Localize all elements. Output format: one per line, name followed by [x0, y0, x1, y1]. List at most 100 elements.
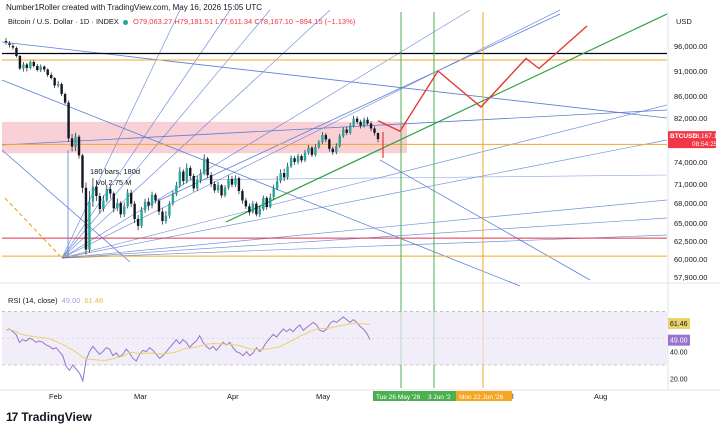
candle [11, 46, 15, 48]
candle [102, 200, 105, 209]
fan-line [61, 9, 181, 259]
price-tick: 57,900.00 [674, 273, 707, 282]
candle [43, 66, 46, 70]
open-value: O79,063.27 [133, 17, 173, 26]
fan-line [61, 9, 471, 259]
candle [74, 136, 77, 147]
countdown-value: 08:54:25 [692, 141, 718, 148]
time-tick: May [316, 392, 330, 401]
descending-line [379, 159, 591, 281]
time-highlight-label: Mon 22 Jun '26 [459, 394, 504, 401]
candle [119, 203, 122, 215]
candle [213, 184, 216, 191]
rsi-title: RSI (14, close) [8, 296, 58, 305]
candle [70, 138, 74, 147]
candle [46, 69, 49, 75]
orange-dashed-line [4, 197, 61, 257]
candle [150, 194, 154, 206]
candle [352, 118, 355, 126]
ascending-line [189, 174, 668, 181]
candle [164, 215, 168, 221]
price-tick: 91,000.00 [674, 67, 707, 76]
candle [220, 185, 223, 196]
candle [157, 200, 161, 212]
candle [112, 193, 115, 209]
time-highlight-green-1 [373, 391, 433, 401]
candle [338, 136, 341, 147]
candle [143, 201, 147, 211]
fan-line [61, 104, 668, 259]
candle [303, 152, 307, 161]
candle [251, 203, 255, 213]
candle [95, 186, 98, 197]
price-tick: 65,000.00 [674, 219, 707, 228]
candle [289, 158, 293, 167]
candle [147, 201, 150, 206]
time-highlight-green-2 [426, 391, 456, 401]
candle [244, 200, 248, 207]
price-tick: 60,000.00 [674, 255, 707, 264]
rsi-tick: 49.00 [670, 338, 688, 345]
candle [324, 135, 328, 140]
candle [154, 194, 157, 201]
candle [189, 167, 192, 176]
high-value: H79,181.51 [174, 17, 214, 26]
candle [15, 48, 18, 56]
candle [307, 147, 310, 153]
candle [185, 167, 188, 182]
candle [22, 64, 25, 69]
candle [161, 211, 164, 221]
candle [196, 179, 199, 189]
candle [345, 129, 348, 133]
close-value: C78,167.10 [254, 17, 294, 26]
candle [4, 41, 8, 42]
chart-canvas[interactable]: 180 bars, 180d Vol 2.75 M USD 96,000.00 91,0… [0, 0, 720, 405]
candle [227, 178, 230, 188]
candle [36, 66, 39, 70]
tradingview-logo: 17 TradingView [6, 410, 92, 424]
rsi-tick: 61.46 [670, 321, 688, 328]
candle [293, 158, 296, 162]
fan-line [61, 199, 668, 259]
candle [88, 201, 91, 250]
candle [369, 123, 373, 129]
candle [216, 185, 220, 191]
last-price-symbol: BTCUSD [670, 133, 697, 140]
candle [262, 197, 265, 209]
candle [84, 187, 88, 250]
symbol-name[interactable]: Bitcoin / U.S. Dollar · 1D · INDEX [8, 17, 119, 26]
market-status-icon [122, 19, 128, 25]
rsi-legend[interactable]: RSI (14, close) 49.00 61.46 [8, 296, 103, 305]
candle [199, 173, 202, 180]
candle [269, 197, 272, 207]
candle [237, 178, 241, 191]
price-tick: 68,000.00 [674, 199, 707, 208]
candle [8, 43, 11, 45]
time-tick: Apr [227, 392, 239, 401]
candle [230, 178, 234, 185]
fan-line [61, 9, 271, 259]
candle [91, 186, 95, 202]
candle [255, 203, 258, 215]
candle [202, 158, 206, 174]
rsi-ma-line [5, 322, 371, 361]
candle [133, 203, 136, 219]
candle [178, 171, 182, 186]
candle [77, 136, 81, 156]
candle [63, 94, 67, 103]
candle [192, 175, 195, 189]
last-price-value: 78,167.10 [692, 133, 720, 140]
time-tick: Mar [134, 392, 147, 401]
ohlc-header: Bitcoin / U.S. Dollar · 1D · INDEX O79,0… [8, 17, 355, 26]
candle [248, 206, 251, 213]
rsi-tick: 20.00 [670, 376, 688, 383]
candle [171, 194, 175, 204]
candle [328, 139, 331, 149]
candle [140, 210, 143, 226]
candle [296, 155, 300, 162]
candle [136, 219, 140, 226]
fan-line [61, 9, 561, 259]
candle [348, 125, 352, 133]
connector-line [1, 109, 668, 146]
candle [39, 66, 42, 70]
